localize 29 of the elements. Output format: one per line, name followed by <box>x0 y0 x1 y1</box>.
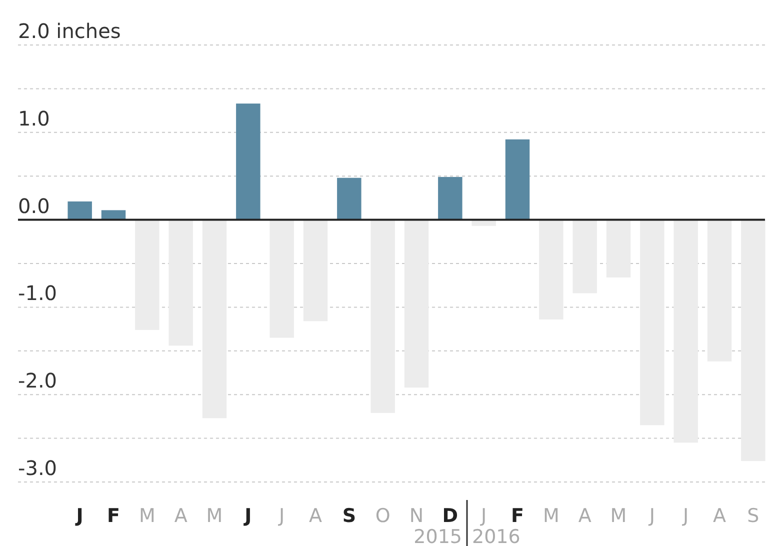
x-tick-label: M <box>138 505 156 527</box>
y-tick-label: 0.0 <box>18 194 50 218</box>
x-tick-label: A <box>309 505 322 527</box>
x-tick-label: J <box>648 505 655 527</box>
x-tick-label: O <box>375 505 390 527</box>
x-tick-label: M <box>610 505 627 527</box>
x-tick-label: M <box>206 505 223 527</box>
x-tick-label: F <box>107 505 120 527</box>
x-tick-label: A <box>578 505 592 527</box>
x-tick-label: M <box>542 505 560 527</box>
x-tick-label: A <box>713 505 726 527</box>
y-tick-label: -2.0 <box>18 368 58 393</box>
x-tick-label: D <box>442 505 458 527</box>
x-tick-label: S <box>747 505 760 527</box>
x-tick-label: J <box>74 505 84 527</box>
x-tick-label: J <box>278 505 285 527</box>
x-tick-label: N <box>409 505 424 527</box>
text: 2015 <box>414 526 462 546</box>
x-tick-label: A <box>174 505 188 527</box>
y-tick-label: -3.0 <box>18 456 58 480</box>
y-tick-label: 2.0 inches <box>18 19 121 43</box>
x-tick-label: S <box>342 505 356 527</box>
x-tick-label: J <box>480 505 487 527</box>
x-tick-label: J <box>682 505 689 527</box>
x-tick-label: J <box>242 505 252 527</box>
text: 2016 <box>472 526 520 546</box>
y-tick-label: -1.0 <box>18 281 58 306</box>
x-tick-label: F <box>511 505 524 527</box>
y-tick-label: 1.0 <box>18 106 50 130</box>
